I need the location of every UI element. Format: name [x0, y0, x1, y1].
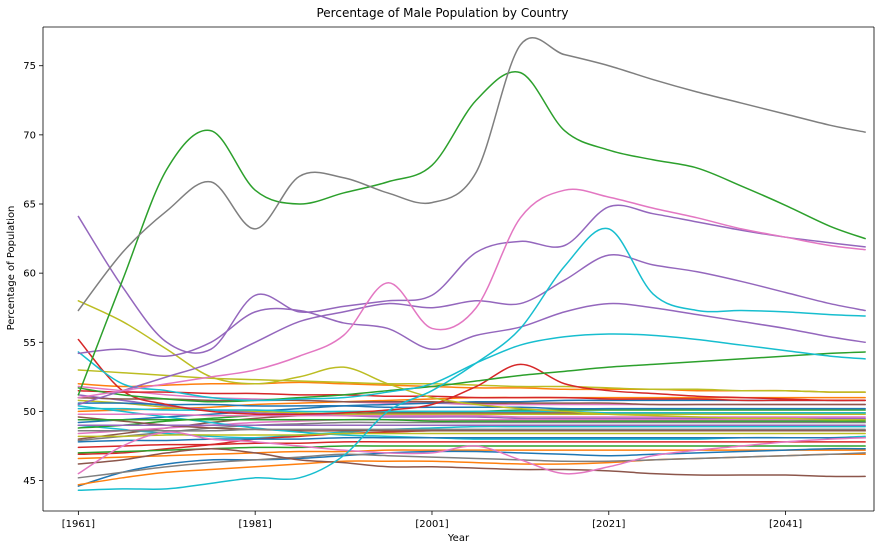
x-tick-label: [2001]	[415, 519, 448, 530]
chart-title: Percentage of Male Population by Country	[316, 6, 568, 20]
series-line-1	[77, 37, 866, 312]
x-tick-label: [1961]	[62, 519, 95, 530]
series-line-19	[77, 389, 866, 402]
plot-area	[77, 37, 866, 492]
y-tick-label: 50	[23, 407, 36, 418]
x-axis: [1961] [1981] [2001] [2021] [2041]	[43, 26, 874, 530]
series-line-29	[77, 441, 866, 449]
series-line-33	[77, 416, 866, 432]
series-line-20	[77, 396, 866, 406]
series-line-27	[77, 432, 866, 438]
series-line-4	[77, 204, 866, 354]
y-axis-label: Percentage of Population	[6, 206, 17, 331]
series-line-17	[77, 369, 866, 393]
y-tick-label: 65	[23, 200, 36, 211]
y-tick-label: 60	[23, 269, 36, 280]
y-tick-label: 45	[23, 476, 36, 487]
series-line-26	[77, 428, 866, 432]
y-tick-label: 70	[23, 130, 36, 141]
y-axis: 45 50 55 60 65 70 75	[23, 27, 875, 511]
x-tick-label: [2021]	[592, 519, 625, 530]
series-line-9	[77, 351, 866, 403]
series-line-21	[77, 402, 866, 410]
series-line-22	[77, 407, 866, 414]
series-line-12	[77, 431, 866, 475]
series-line-5	[77, 227, 866, 492]
series-line-7	[77, 302, 866, 357]
series-line-14	[77, 452, 866, 479]
series-line-3	[77, 188, 866, 399]
series-line-42	[77, 424, 866, 439]
series-line-2	[77, 70, 866, 396]
series-line-6	[77, 253, 866, 406]
x-tick-label: [2041]	[769, 519, 802, 530]
x-tick-label: [1981]	[239, 519, 272, 530]
series-line-13	[77, 448, 866, 478]
series-line-31	[77, 449, 866, 460]
x-axis-label: Year	[447, 533, 470, 544]
series-line-16	[77, 447, 866, 487]
series-line-23	[77, 413, 866, 418]
series-line-24	[77, 418, 866, 422]
y-tick-label: 55	[23, 338, 36, 349]
series-line-11	[77, 338, 866, 416]
y-tick-label: 75	[23, 61, 36, 72]
